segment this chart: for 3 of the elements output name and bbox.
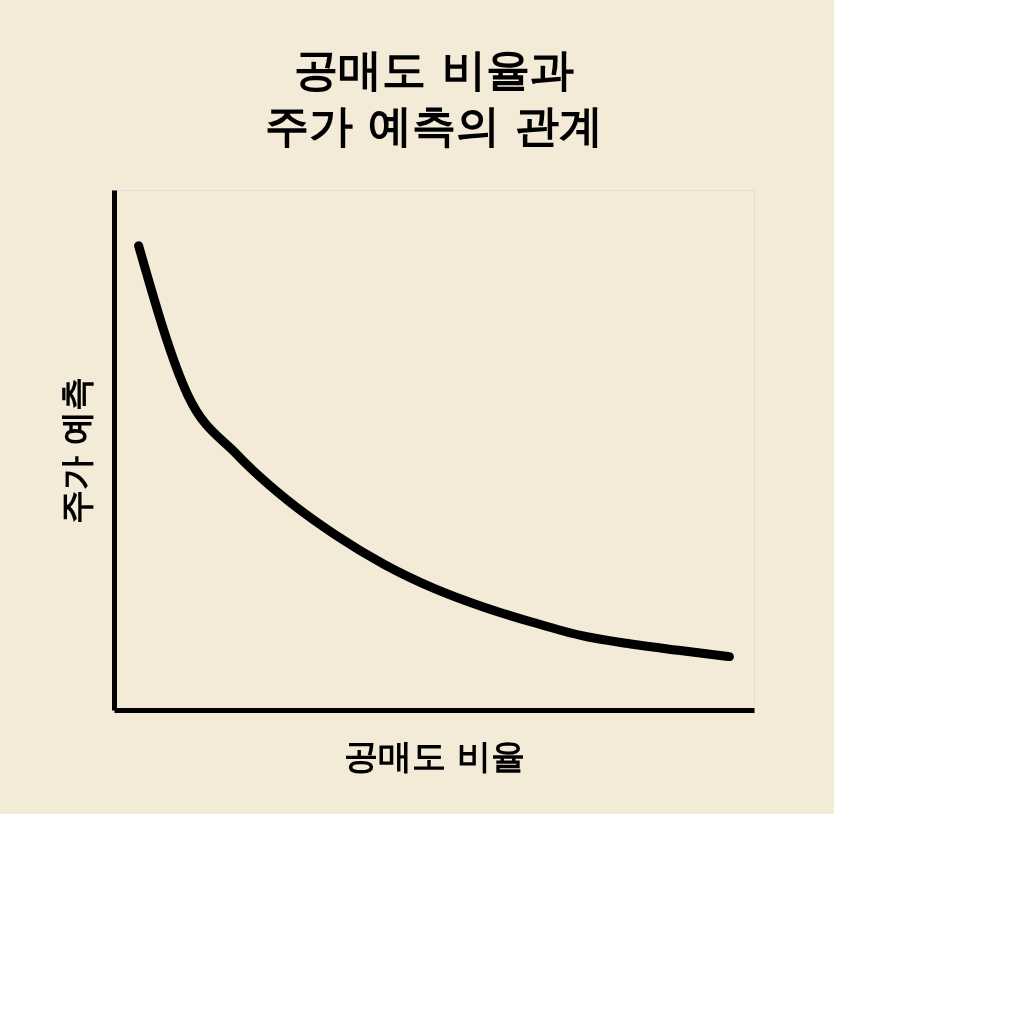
chart-title: 공매도 비율과 주가 예측의 관계 [264,44,604,151]
y-axis-title: 주가 예측 [55,376,96,525]
x-axis-title: 공매도 비율 [343,735,526,776]
